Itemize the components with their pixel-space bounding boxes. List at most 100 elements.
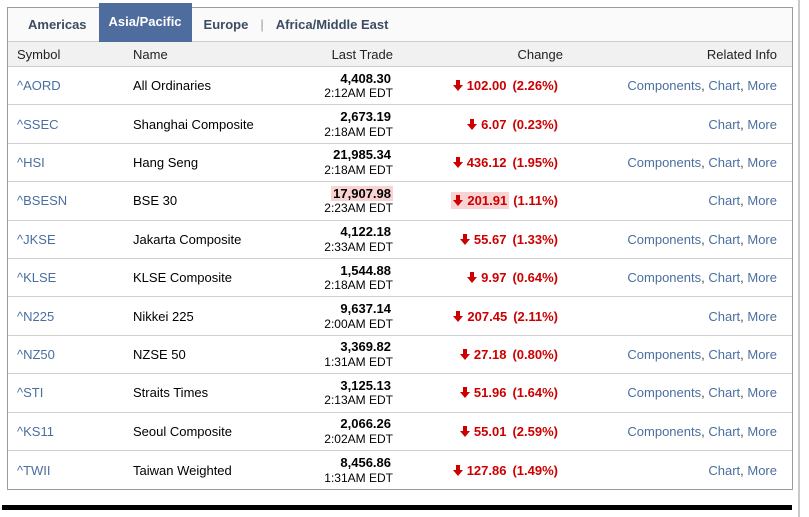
related-info-cell: Components, Chart, More [563, 347, 792, 362]
change-cell: 27.18 (0.80%) [393, 346, 563, 363]
symbol-link[interactable]: ^BSESN [17, 193, 68, 209]
last-trade-time: 2:02AM EDT [324, 431, 393, 446]
related-link-components[interactable]: Components [627, 154, 702, 170]
last-trade-time: 1:31AM EDT [324, 355, 393, 370]
symbol-link[interactable]: ^HSI [17, 154, 45, 170]
table-row: ^KLSE KLSE Composite 1,544.88 2:18AM EDT 9.9… [8, 259, 792, 298]
related-info-cell: Chart, More [563, 463, 792, 478]
related-link-more[interactable]: More [747, 462, 777, 478]
related-link-chart[interactable]: Chart [708, 193, 741, 209]
related-link-more[interactable]: More [747, 154, 777, 170]
table-row: ^KS11 Seoul Composite 2,066.26 2:02AM EDT 55… [8, 413, 792, 451]
related-link-more[interactable]: More [747, 308, 777, 324]
last-trade-price: 2,066.26 [340, 416, 391, 432]
related-link-components[interactable]: Components [627, 385, 702, 401]
related-info-cell: Components, Chart, More [563, 270, 792, 285]
last-trade-price: 3,369.82 [340, 339, 391, 355]
symbol-cell: ^BSESN [8, 193, 133, 208]
related-link-more[interactable]: More [747, 116, 777, 132]
down-arrow-icon [452, 464, 463, 476]
change-value: 102.00 [451, 77, 509, 94]
symbol-cell: ^SSEC [8, 117, 133, 132]
symbol-link[interactable]: ^SSEC [17, 116, 59, 132]
last-trade-cell: 17,907.98 2:23AM EDT [268, 185, 393, 216]
change-value: 127.86 [451, 462, 509, 479]
related-link-more[interactable]: More [747, 231, 777, 247]
index-name: Straits Times [133, 385, 209, 401]
related-link-chart[interactable]: Chart [708, 231, 741, 247]
link-separator: , [701, 154, 709, 170]
table-row: ^TWII Taiwan Weighted 8,456.86 1:31AM EDT 12… [8, 451, 792, 489]
index-name: Jakarta Composite [133, 231, 242, 247]
related-link-components[interactable]: Components [627, 346, 702, 362]
table-row: ^NZ50 NZSE 50 3,369.82 1:31AM EDT 27.18 (0.80… [8, 336, 792, 375]
last-trade-time: 2:18AM EDT [324, 163, 393, 178]
change-cell: 102.00 (2.26%) [393, 77, 563, 94]
last-trade-time: 2:00AM EDT [324, 316, 393, 331]
symbol-link[interactable]: ^KLSE [17, 270, 57, 286]
related-link-components[interactable]: Components [627, 231, 702, 247]
tab-africa-middle-east[interactable]: Africa/Middle East [275, 17, 389, 32]
related-link-chart[interactable]: Chart [708, 423, 741, 439]
related-link-chart[interactable]: Chart [708, 154, 741, 170]
change-cell: 55.67 (1.33%) [393, 231, 563, 248]
symbol-cell: ^KLSE [8, 270, 133, 285]
related-link-more[interactable]: More [747, 423, 777, 439]
last-trade-cell: 9,637.14 2:00AM EDT [268, 301, 393, 331]
related-info-cell: Components, Chart, More [563, 155, 792, 170]
related-link-chart[interactable]: Chart [708, 270, 741, 286]
related-link-more[interactable]: More [747, 346, 777, 362]
symbol-link[interactable]: ^TWII [17, 462, 51, 478]
change-cell: 127.86 (1.49%) [393, 462, 563, 479]
bottom-divider [2, 505, 792, 510]
symbol-link[interactable]: ^NZ50 [17, 346, 55, 362]
symbol-link[interactable]: ^STI [17, 385, 44, 401]
related-link-chart[interactable]: Chart [708, 462, 741, 478]
related-link-chart[interactable]: Chart [708, 346, 741, 362]
down-arrow-icon [453, 195, 464, 207]
symbol-cell: ^STI [8, 385, 133, 400]
symbol-link[interactable]: ^JKSE [17, 231, 56, 247]
change-percent: (1.49%) [512, 462, 558, 478]
related-link-more[interactable]: More [747, 270, 777, 286]
related-link-more[interactable]: More [747, 78, 777, 94]
related-link-components[interactable]: Components [627, 78, 702, 94]
related-link-chart[interactable]: Chart [708, 116, 741, 132]
table-row: ^BSESN BSE 30 17,907.98 2:23AM EDT 201.91 (1.… [8, 182, 792, 221]
last-trade-cell: 4,122.18 2:33AM EDT [268, 224, 393, 254]
tab-europe[interactable]: Europe [203, 17, 249, 32]
last-trade-price: 17,907.98 [331, 185, 393, 202]
change-cell: 436.12 (1.95%) [393, 154, 563, 171]
last-trade-time: 1:31AM EDT [324, 470, 393, 485]
related-link-components[interactable]: Components [627, 423, 702, 439]
symbol-cell: ^AORD [8, 78, 133, 93]
related-link-more[interactable]: More [747, 385, 777, 401]
related-info-cell: Chart, More [563, 117, 792, 132]
related-link-chart[interactable]: Chart [708, 78, 741, 94]
last-trade-time: 2:12AM EDT [324, 86, 393, 101]
tab-asia-pacific[interactable]: Asia/Pacific [98, 3, 192, 42]
change-percent: (0.64%) [512, 270, 558, 286]
last-trade-price: 4,122.18 [340, 224, 391, 240]
related-link-more[interactable]: More [747, 193, 777, 209]
related-info-cell: Components, Chart, More [563, 78, 792, 93]
symbol-link[interactable]: ^N225 [17, 308, 55, 324]
tab-americas[interactable]: Americas [28, 17, 87, 32]
page-right-edge-line [798, 0, 800, 517]
change-percent: (2.26%) [512, 78, 558, 94]
related-link-chart[interactable]: Chart [708, 308, 741, 324]
last-trade-cell: 3,125.13 2:13AM EDT [268, 378, 393, 408]
symbol-link[interactable]: ^AORD [17, 78, 61, 94]
down-arrow-icon [459, 425, 470, 437]
tab-separator: | [260, 17, 264, 32]
change-percent: (0.23%) [512, 116, 558, 132]
last-trade-price: 1,544.88 [340, 262, 391, 278]
related-link-chart[interactable]: Chart [708, 385, 741, 401]
symbol-link[interactable]: ^KS11 [17, 423, 54, 439]
link-separator: , [740, 231, 748, 247]
change-cell: 201.91 (1.11%) [393, 192, 563, 210]
related-link-components[interactable]: Components [627, 270, 702, 286]
column-header-last-trade: Last Trade [331, 46, 393, 62]
down-arrow-icon [452, 156, 463, 168]
table-body: ^AORD All Ordinaries 4,408.30 2:12AM EDT 102… [8, 67, 792, 489]
